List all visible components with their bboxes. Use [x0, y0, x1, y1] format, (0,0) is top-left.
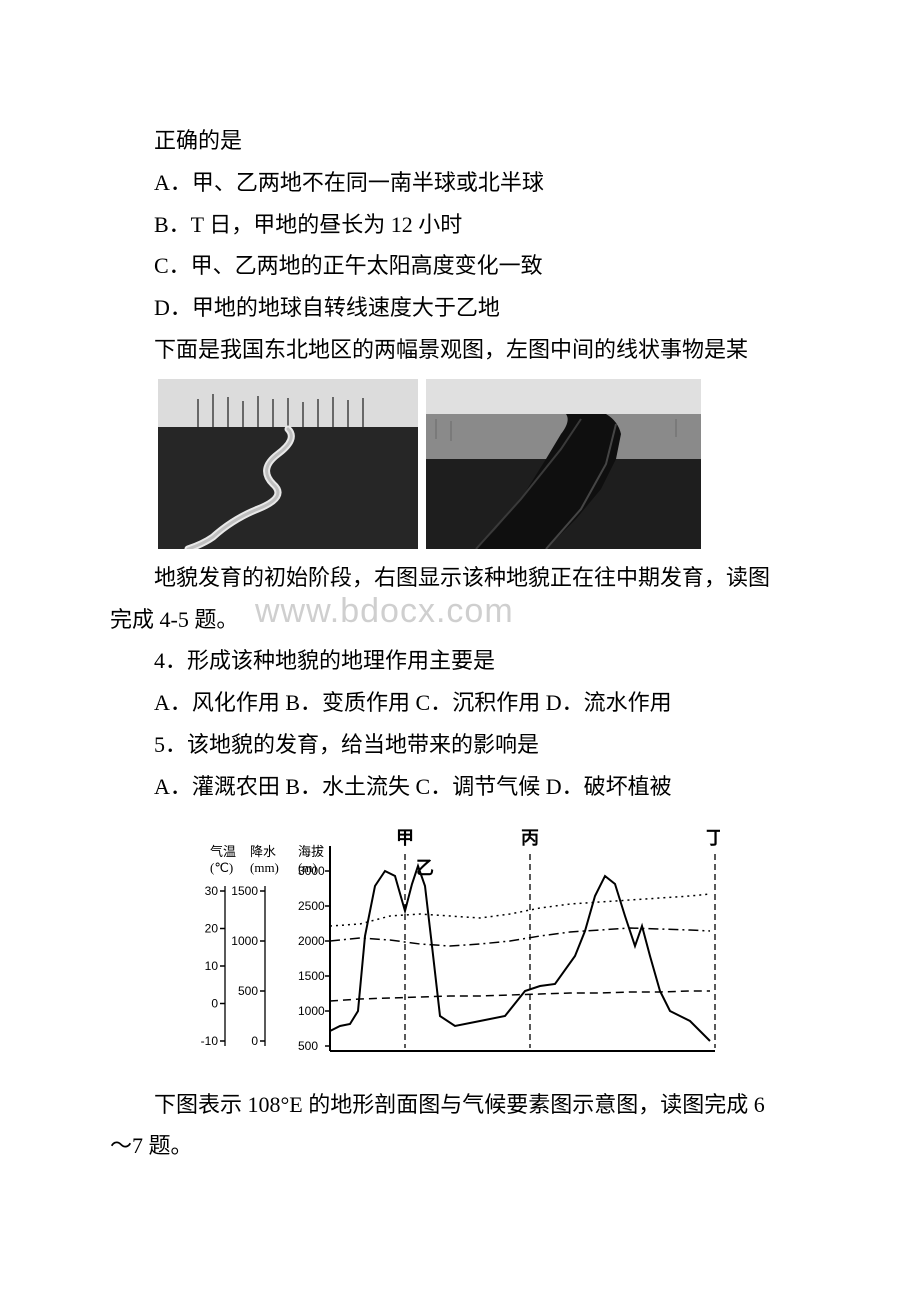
svg-text:丙: 丙: [521, 828, 539, 848]
svg-text:丁: 丁: [706, 828, 720, 848]
paragraph: 正确的是: [110, 120, 810, 162]
svg-text:1500: 1500: [298, 969, 325, 983]
svg-text:-10: -10: [201, 1034, 219, 1048]
paragraph: 下面是我国东北地区的两幅景观图，左图中间的线状事物是某: [110, 329, 810, 371]
svg-text:2000: 2000: [298, 934, 325, 948]
paragraph: 下图表示 108°E 的地形剖面图与气候要素图示意图，读图完成 6: [110, 1084, 810, 1126]
svg-text:海拔: 海拔: [298, 844, 324, 859]
svg-text:(℃): (℃): [210, 860, 233, 875]
option-a: A．甲、乙两地不在同一南半球或北半球: [110, 162, 810, 204]
svg-text:1000: 1000: [231, 934, 258, 948]
svg-text:500: 500: [238, 984, 258, 998]
svg-text:500: 500: [298, 1039, 318, 1053]
svg-text:10: 10: [205, 959, 219, 973]
option-c: C．甲、乙两地的正午太阳高度变化一致: [110, 245, 810, 287]
question-5-options: A．灌溉农田 B．水土流失 C．调节气候 D．破坏植被: [110, 766, 810, 808]
question-4-options: A．风化作用 B．变质作用 C．沉积作用 D．流水作用: [110, 682, 810, 724]
photo-left-initial-stage: [158, 379, 418, 549]
svg-text:甲: 甲: [396, 828, 414, 848]
svg-text:1500: 1500: [231, 884, 258, 898]
option-d: D．甲地的地球自转线速度大于乙地: [110, 287, 810, 329]
svg-text:30: 30: [205, 884, 219, 898]
svg-text:0: 0: [251, 1034, 258, 1048]
svg-text:2500: 2500: [298, 899, 325, 913]
svg-text:3000: 3000: [298, 864, 325, 878]
svg-text:气温: 气温: [210, 844, 236, 859]
svg-text:20: 20: [205, 921, 219, 935]
svg-text:1000: 1000: [298, 1004, 325, 1018]
option-b: B．T 日，甲地的昼长为 12 小时: [110, 204, 810, 246]
question-4: 4．形成该种地貌的地理作用主要是: [110, 640, 810, 682]
profile-chart: 气温 (℃) 降水 (mm) 海拔 (m) 500100015002000250…: [180, 816, 810, 1076]
landscape-photos: [158, 379, 810, 549]
question-5: 5．该地貌的发育，给当地带来的影响是: [110, 724, 810, 766]
paragraph-tail: ～7 题。: [110, 1125, 810, 1167]
svg-text:0: 0: [211, 996, 218, 1010]
svg-text:降水: 降水: [250, 844, 276, 859]
watermark-text: www.bdocx.com: [255, 592, 514, 631]
photo-right-mid-stage: [426, 379, 701, 549]
svg-text:(mm): (mm): [250, 860, 279, 875]
